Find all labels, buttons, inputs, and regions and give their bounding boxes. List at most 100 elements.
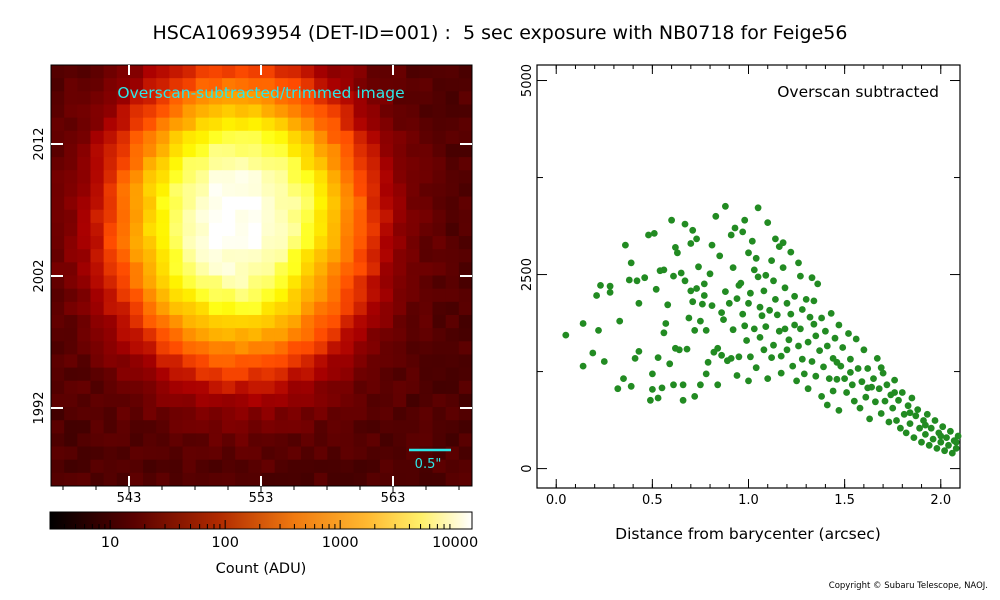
heatmap-pixel	[379, 407, 394, 421]
heatmap-pixel	[300, 78, 315, 92]
heatmap-pixel	[327, 196, 341, 211]
heatmap-pixel	[458, 328, 473, 342]
heatmap-pixel	[353, 275, 368, 290]
heatmap-pixel	[64, 78, 78, 92]
heatmap-pixel	[195, 91, 210, 105]
heatmap-pixel	[458, 196, 473, 211]
heatmap-pixel	[300, 301, 315, 316]
scatter-point	[641, 274, 649, 282]
heatmap-pixel	[222, 183, 236, 198]
heatmap-pixel	[327, 104, 341, 119]
scatter-point	[927, 424, 935, 432]
image-y-tick-label: 1992	[32, 391, 47, 424]
heatmap-pixel	[64, 393, 78, 408]
scatter-point	[929, 435, 937, 443]
heatmap-pixel	[353, 91, 368, 105]
heatmap-pixel	[432, 380, 447, 395]
scatter-x-tick-label: 1.5	[834, 493, 855, 508]
heatmap-pixel	[64, 157, 78, 171]
heatmap-pixel	[143, 393, 157, 408]
heatmap-pixel	[208, 472, 223, 487]
heatmap-pixel	[90, 393, 105, 408]
heatmap-pixel	[208, 446, 223, 461]
scatter-point	[664, 301, 672, 309]
heatmap-pixel	[77, 380, 91, 395]
heatmap-pixel	[51, 157, 65, 171]
heatmap-pixel	[445, 301, 460, 316]
scatter-point	[754, 204, 762, 212]
heatmap-pixel	[300, 472, 315, 487]
scatter-point	[777, 352, 785, 360]
heatmap-pixel	[77, 420, 91, 434]
heatmap-pixel	[51, 472, 65, 487]
heatmap-pixel	[143, 420, 157, 434]
heatmap-pixel	[182, 78, 197, 92]
scatter-point	[860, 346, 868, 354]
heatmap-pixel	[51, 222, 65, 237]
heatmap-pixel	[103, 236, 118, 250]
heatmap-pixel	[406, 262, 420, 276]
heatmap-pixel	[248, 393, 262, 408]
heatmap-pixel	[208, 222, 223, 237]
heatmap-pixel	[208, 314, 223, 329]
heatmap-pixel	[169, 104, 184, 119]
heatmap-pixel	[393, 367, 407, 382]
heatmap-pixel	[77, 143, 91, 158]
heatmap-pixel	[419, 420, 434, 434]
scatter-point	[658, 384, 666, 392]
scatter-point	[918, 438, 925, 446]
scatter-point	[941, 447, 948, 455]
heatmap-pixel	[300, 433, 315, 448]
heatmap-pixel	[103, 380, 118, 395]
heatmap-pixel	[64, 170, 78, 184]
heatmap-pixel	[64, 249, 78, 263]
heatmap-pixel	[300, 367, 315, 382]
heatmap-pixel	[182, 446, 197, 461]
heatmap-pixel	[300, 328, 315, 342]
heatmap-pixel	[248, 314, 262, 329]
scatter-point	[773, 311, 781, 319]
heatmap-pixel	[156, 236, 170, 250]
heatmap-pixel	[419, 354, 434, 369]
heatmap-pixel	[419, 170, 434, 184]
heatmap-pixel	[458, 393, 473, 408]
heatmap-pixel	[353, 209, 368, 224]
heatmap-pixel	[235, 367, 249, 382]
heatmap-pixel	[300, 446, 315, 461]
heatmap-pixel	[51, 301, 65, 316]
heatmap-pixel	[182, 157, 197, 171]
heatmap-pixel	[432, 407, 447, 421]
heatmap-pixel	[432, 78, 447, 92]
heatmap-pixel	[406, 117, 420, 132]
heatmap-pixel	[208, 78, 223, 92]
scatter-point	[691, 327, 699, 334]
heatmap-pixel	[300, 407, 315, 421]
scatter-ticks: 0.0 0.5 1.0 1.5 2.0 0 2500 5000	[520, 64, 960, 508]
colorbar-tick-label: 1000	[322, 535, 359, 551]
colorbar-tick-label: 10	[101, 535, 119, 551]
heatmap-pixel	[327, 446, 341, 461]
heatmap-pixel	[156, 288, 170, 303]
heatmap-pixel	[327, 130, 341, 145]
heatmap-pixel	[208, 407, 223, 421]
scatter-point	[812, 332, 820, 340]
heatmap-pixel	[248, 209, 262, 224]
heatmap-pixel	[287, 196, 302, 211]
heatmap-pixel	[129, 117, 144, 132]
scatter-point	[595, 327, 602, 334]
heatmap-pixel	[287, 341, 302, 355]
heatmap-pixel	[222, 407, 236, 421]
heatmap-pixel	[379, 341, 394, 355]
heatmap-pixel	[169, 420, 184, 434]
heatmap-pixel	[432, 222, 447, 237]
scatter-x-tick-label: 0.5	[642, 493, 663, 508]
heatmap-pixel	[287, 130, 302, 145]
heatmap-pixel	[353, 367, 368, 382]
heatmap-pixel	[261, 262, 276, 276]
heatmap-pixel	[156, 301, 170, 316]
heatmap-pixel	[116, 472, 131, 487]
heatmap-pixel	[366, 117, 381, 132]
scatter-point	[708, 302, 716, 309]
heatmap-pixel	[393, 183, 407, 198]
heatmap-pixel	[406, 407, 420, 421]
